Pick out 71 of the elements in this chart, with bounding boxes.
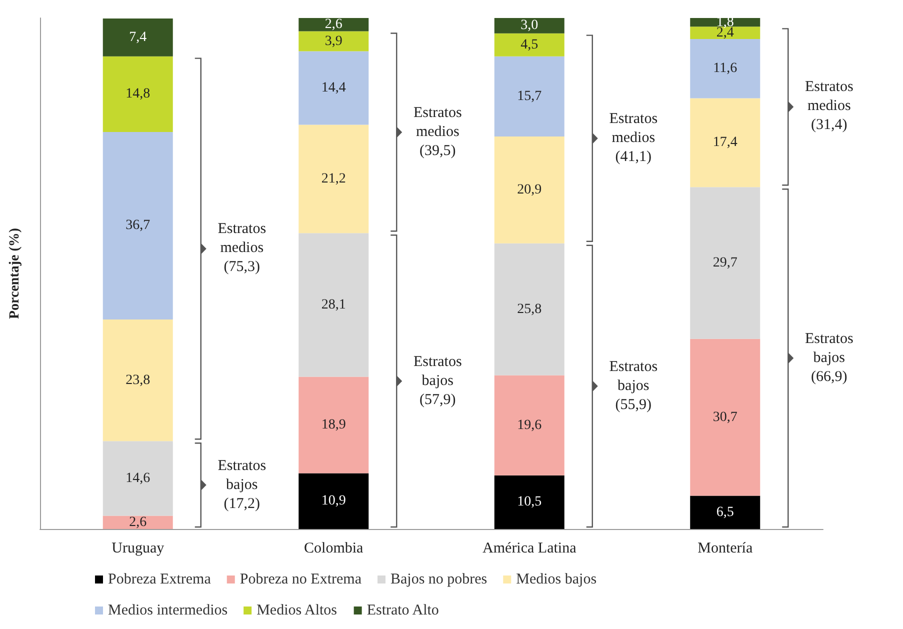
data-label: 30,7 [712,410,738,425]
legend-label: Medios Altos [256,602,338,618]
annotation: Estratos medios (75,3) [216,220,268,278]
y-axis-title: Porcentaje (%) [8,228,22,320]
bar [494,243,564,376]
annotation: Estratos bajos (55,9) [608,358,659,415]
data-label: 6,5 [716,504,734,520]
legend-label: Pobreza Extrema [108,572,212,588]
data-label: 7,4 [129,30,147,45]
bar [690,187,760,339]
bar [298,124,369,234]
bar [102,56,173,132]
data-label: 18,9 [321,418,346,433]
annotation: Estratos medios (39,5) [412,104,463,161]
bar [494,136,564,244]
bar [494,18,564,34]
bar [494,33,564,56]
bar [690,496,760,529]
data-label: 14,4 [321,80,346,96]
data-label: 17,4 [712,135,738,150]
data-label: 10,9 [321,494,346,509]
bar [690,338,760,496]
bar [690,38,760,98]
annotation: Estratos medios (41,1) [608,110,659,167]
data-label: 3,9 [324,34,342,49]
bar [102,441,173,516]
bar [494,475,564,529]
bar [102,319,173,442]
bar [298,31,369,52]
data-label: 36,7 [126,218,150,234]
data-label: 25,8 [517,302,542,317]
bar [102,18,173,56]
legend-label: Pobreza no Extrema [240,572,362,588]
annotation: Estratos medios (31,4) [804,78,854,136]
legend-label: Medios bajos [516,572,597,588]
bar [298,18,369,32]
data-label: 11,6 [713,61,738,76]
x-tick-label: Montería [698,540,753,556]
bar [298,51,369,125]
data-label: 2,6 [129,514,147,530]
data-label: 28,1 [321,297,346,312]
bar [494,56,564,137]
data-label: 23,8 [126,372,150,388]
legend-label: Medios intermedios [108,602,228,618]
bar [494,375,564,476]
data-label: 21,2 [321,171,346,186]
legend-label: Estrato Alto [366,602,439,618]
legend-label: Bajos no pobres [390,572,488,588]
annotation: Estratos bajos (66,9) [804,330,854,387]
data-label: 3,0 [520,18,538,34]
annotation: Estratos bajos (17,2) [216,456,268,514]
data-label: 15,7 [517,88,542,104]
data-label: 19,6 [517,418,542,433]
data-label: 4,5 [520,37,538,52]
bar [298,376,369,474]
data-label: 2,6 [324,17,342,32]
data-label: 29,7 [712,256,738,271]
data-label: 14,6 [126,470,150,486]
bar [298,473,369,529]
data-label: 10,5 [517,494,542,510]
bar [298,233,369,377]
data-label: 20,9 [517,182,542,198]
bar [102,132,173,320]
annotation: Estratos bajos (57,9) [412,352,463,410]
x-tick-label: Colombia [304,540,364,556]
data-label: 14,8 [126,86,150,102]
x-tick-label: Uruguay [112,540,165,556]
bar [690,26,760,39]
bar [102,516,173,529]
bar [690,98,760,188]
x-tick-label: América Latina [482,540,577,556]
